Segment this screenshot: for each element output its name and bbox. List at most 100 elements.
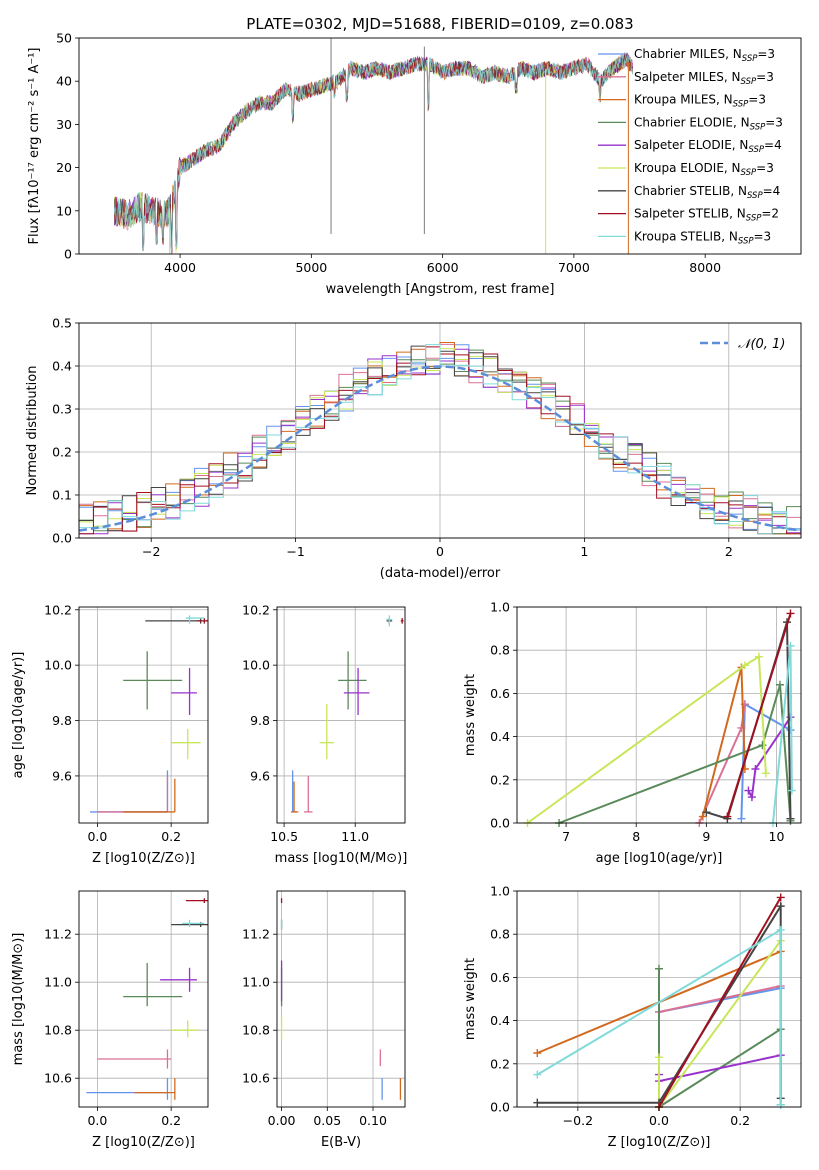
weight-series-line — [526, 654, 767, 824]
y-tick-label: 10 — [56, 203, 72, 218]
x-tick-label: 10.5 — [270, 829, 298, 844]
y-tick-label: 30 — [56, 117, 72, 132]
weight-series-line — [701, 667, 746, 817]
y-tick-label: 0.3 — [52, 402, 72, 417]
y-tick-label: 0.4 — [490, 1013, 510, 1028]
figure-title: PLATE=0302, MJD=51688, FIBERID=0109, z=0… — [246, 15, 633, 33]
y-tick-label: 0.6 — [490, 686, 510, 701]
x-tick-label: 2 — [725, 544, 733, 559]
y-axis-label: Flux [fλ10⁻¹⁷ erg cm⁻² s⁻¹ A⁻¹] — [27, 48, 42, 245]
x-tick-label: 0 — [436, 544, 444, 559]
y-tick-label: 0.1 — [52, 488, 72, 503]
spectrum-line — [114, 52, 634, 249]
spectrum-line — [114, 54, 634, 254]
data-point-marker — [787, 786, 796, 795]
y-tick-label: 9.6 — [52, 768, 72, 783]
x-tick-label: 8 — [632, 829, 640, 844]
data-point-marker — [533, 1049, 542, 1057]
data-point-marker — [786, 609, 795, 618]
data-point-marker — [747, 793, 756, 802]
x-tick-label: 0.05 — [313, 1113, 341, 1128]
data-point-marker — [786, 814, 795, 823]
x-tick-label: 0.0 — [649, 1113, 669, 1128]
x-axis-label: (data-model)/error — [380, 566, 501, 581]
x-tick-label: −0.2 — [563, 1113, 593, 1128]
data-point-marker — [786, 641, 795, 650]
y-tick-label: 11.2 — [242, 927, 270, 942]
legend-entry: Kroupa ELODIE, NSSP=3 — [634, 161, 774, 178]
x-tick-label: 0.0 — [87, 1113, 107, 1128]
y-tick-label: 0.6 — [490, 970, 510, 985]
y-tick-label: 10.0 — [242, 658, 270, 673]
y-tick-label: 10.8 — [242, 1023, 270, 1038]
axes-frame — [78, 606, 209, 824]
y-tick-label: 0.0 — [490, 816, 510, 831]
x-axis-label: mass [log10(M/M⊙)] — [275, 851, 408, 866]
axes-frame — [78, 890, 209, 1108]
y-axis-label: mass weight — [463, 958, 478, 1040]
weight_vs_Z-marks — [533, 893, 785, 1111]
x-tick-label: 0.10 — [359, 1113, 387, 1128]
x-axis-label: Z [log10(Z/Z⊙)] — [608, 1135, 711, 1150]
spectrum-panel: 4000 5000 6000 7000 8000 0 10 20 30 40 50 wavelengt… — [27, 31, 802, 297]
spectrum-line — [114, 53, 634, 254]
x-tick-label: 6000 — [427, 260, 459, 275]
spectrum-line — [114, 55, 634, 250]
x-axis-label: Z [log10(Z/Z⊙)] — [92, 1135, 195, 1150]
data-point-marker — [776, 893, 785, 902]
data-point-marker — [533, 1098, 542, 1107]
weight-series-line — [658, 985, 781, 1013]
y-tick-label: 40 — [56, 74, 72, 89]
data-point-marker — [751, 765, 760, 773]
x-tick-label: 11.0 — [341, 829, 369, 844]
y-axis-label: mass weight — [463, 674, 478, 756]
y-tick-label: 1.0 — [490, 884, 510, 899]
y-axis-label: age [log10(age/yr)] — [11, 652, 26, 779]
data-point-marker — [655, 1053, 663, 1062]
spectrum-marks — [114, 38, 634, 254]
weight_vs_age-panel: 7 8 9 10 0.0 0.2 0.4 0.6 0.8 1.0 age [log10(age/yr… — [463, 600, 802, 866]
normal-curve — [78, 365, 802, 532]
mass_vs_Z-panel: 0.0 0.2 10.6 10.8 11.0 11.2 Z [log10(Z/Z⊙)] mas… — [11, 890, 209, 1150]
x-tick-label: 0.0 — [87, 829, 107, 844]
weight_vs_age-marks — [523, 609, 796, 827]
data-point-marker — [655, 964, 663, 973]
data-point-marker — [776, 1100, 785, 1109]
y-tick-label: 0.4 — [490, 729, 510, 744]
x-tick-label: 1 — [580, 544, 588, 559]
data-point-marker — [737, 814, 746, 823]
axes-frame — [516, 606, 802, 824]
spectrum-line — [114, 52, 634, 251]
y-tick-label: 0.2 — [490, 1056, 510, 1071]
y-tick-label: 9.8 — [52, 713, 72, 728]
x-tick-label: 4000 — [164, 260, 196, 275]
x-tick-label: 9 — [702, 829, 710, 844]
legend-entry: Salpeter MILES, NSSP=3 — [634, 70, 774, 87]
x-tick-label: 7 — [562, 829, 570, 844]
age_vs_mass-panel: 10.5 11.0 9.6 9.8 10.0 10.2 mass [log10(M/M⊙)] — [242, 602, 407, 866]
data-point-marker — [776, 925, 785, 934]
y-tick-label: 9.8 — [250, 713, 270, 728]
y-tick-label: 20 — [56, 160, 72, 175]
data-point-marker — [698, 812, 707, 821]
axes-frame — [78, 322, 802, 539]
x-tick-label: 8000 — [689, 260, 721, 275]
spectrum-legend: Chabrier MILES, NSSP=3 Salpeter MILES, NS… — [598, 47, 783, 246]
mass_vs_Z-marks — [86, 898, 208, 1100]
histogram-series — [78, 344, 802, 538]
x-axis-label: E(B-V) — [321, 1135, 361, 1150]
x-tick-label: 5000 — [295, 260, 327, 275]
y-tick-label: 10.8 — [44, 1023, 72, 1038]
y-tick-label: 10.6 — [44, 1071, 72, 1086]
data-point-marker — [533, 1070, 542, 1079]
y-axis-label: Normed distribution — [25, 366, 40, 496]
legend-entry: Kroupa MILES, NSSP=3 — [634, 93, 766, 110]
y-tick-label: 0.0 — [52, 531, 72, 546]
data-point-marker — [776, 902, 785, 911]
data-point-marker — [775, 680, 784, 689]
y-tick-label: 11.0 — [44, 975, 72, 990]
charts-layer: 4000 5000 6000 7000 800001020304050wavelengt… — [11, 31, 802, 1150]
y-tick-label: 9.6 — [250, 768, 270, 783]
axes-frame — [276, 606, 406, 824]
